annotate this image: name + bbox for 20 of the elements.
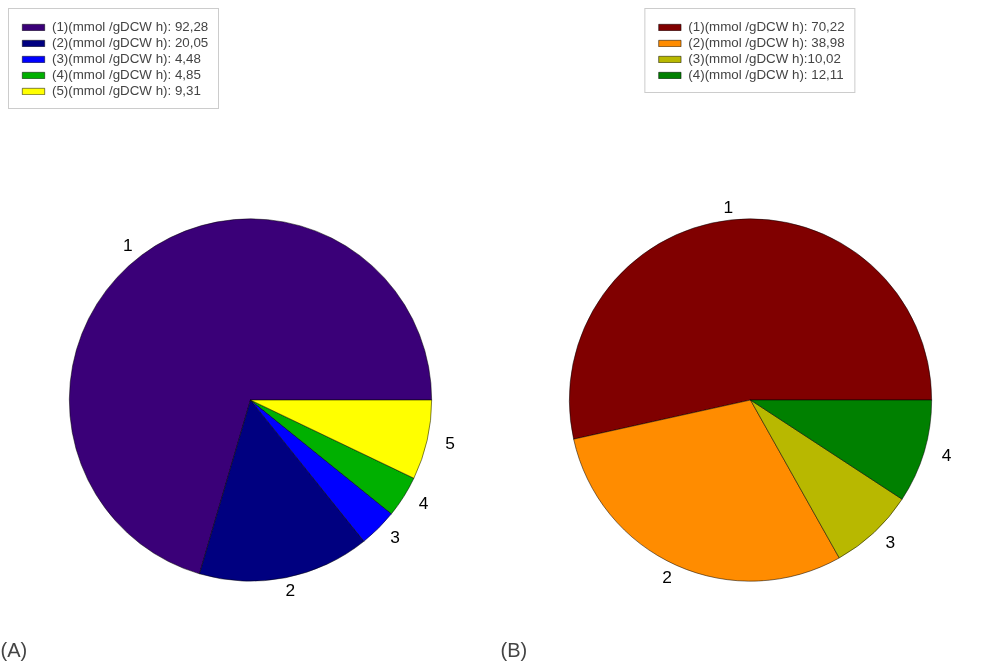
text: 4 [941, 445, 952, 466]
text: 2 [285, 580, 296, 601]
text: 4 [418, 493, 429, 514]
text: 1 [122, 234, 133, 255]
legend-label: (2)(mmol /gDCW h): 20,05 [52, 35, 209, 50]
legend-label: (4)(mmol /gDCW h): 4,85 [52, 67, 201, 82]
legend-label: (1)(mmol /gDCW h): 92,28 [52, 19, 209, 34]
text: 3 [885, 531, 896, 552]
legend-label: (3)(mmol /gDCW h): 4,48 [52, 51, 201, 66]
legend-label: (1)(mmol /gDCW h): 70,22 [688, 19, 845, 34]
text: 1 [723, 197, 734, 218]
legend-label: (5)(mmol /gDCW h): 9,31 [52, 83, 201, 98]
legend-label: (3)(mmol /gDCW h):10,02 [688, 51, 841, 66]
text: (A) [0, 638, 28, 661]
text: 3 [390, 527, 400, 548]
text: 5 [445, 432, 455, 453]
legend-label: (4)(mmol /gDCW h): 12,11 [688, 67, 844, 82]
text: 2 [662, 566, 672, 587]
text: (B) [500, 638, 528, 661]
legend-label: (2)(mmol /gDCW h): 38,98 [688, 35, 845, 50]
